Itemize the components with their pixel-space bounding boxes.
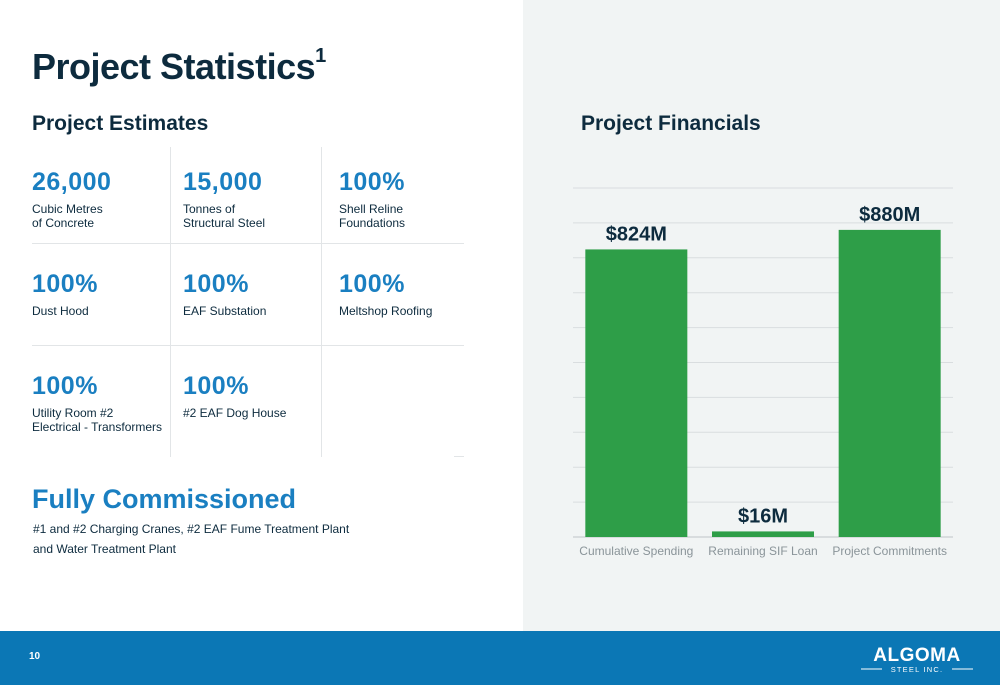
stat-structural-steel: 15,000 Tonnes of Structural Steel xyxy=(183,167,265,230)
footer: 10 ALGOMA STEEL INC. xyxy=(0,631,1000,685)
algoma-logo: ALGOMA STEEL INC. xyxy=(861,645,973,674)
stat-value: 26,000 xyxy=(32,168,112,196)
stat-shell-reline: 100% Shell Reline Foundations xyxy=(339,167,405,230)
category-label-0: Cumulative Spending xyxy=(579,544,693,558)
category-label-1: Remaining SIF Loan xyxy=(708,544,817,558)
stat-value: 100% xyxy=(339,168,405,196)
stat-utility-room: 100% Utility Room #2 Electrical - Transf… xyxy=(32,371,162,434)
bar-0 xyxy=(585,249,688,537)
stat-value: 15,000 xyxy=(183,168,263,196)
financials-chart: $824M Cumulative Spending $16M Remaining SI… xyxy=(573,187,953,558)
grid-divider xyxy=(32,243,464,244)
page-title: Project Statistics1 xyxy=(32,45,326,87)
stat-label: Utility Room #2 Electrical - Transformer… xyxy=(32,406,163,434)
stat-value: 100% xyxy=(183,372,249,400)
commissioned-text: #1 and #2 Charging Cranes, #2 EAF Fume T… xyxy=(33,522,350,556)
grid-divider xyxy=(454,456,464,457)
stat-dust-hood: 100% Dust Hood xyxy=(32,269,98,318)
grid-divider xyxy=(170,147,171,457)
bar-2 xyxy=(838,229,941,537)
stat-label: EAF Substation xyxy=(183,304,267,318)
stat-label: Meltshop Roofing xyxy=(339,304,433,318)
stat-value: 100% xyxy=(32,372,98,400)
stat-eaf-substation: 100% EAF Substation xyxy=(183,269,266,318)
stat-label: Shell Reline Foundations xyxy=(339,202,406,230)
svg-text:STEEL INC.: STEEL INC. xyxy=(891,665,944,674)
stat-value: 100% xyxy=(339,270,405,298)
stat-label: Cubic Metres of Concrete xyxy=(32,202,103,230)
grid-divider xyxy=(321,147,322,457)
estimates-heading: Project Estimates xyxy=(32,112,209,135)
stat-concrete: 26,000 Cubic Metres of Concrete xyxy=(32,167,111,230)
stat-eaf-dog-house: 100% #2 EAF Dog House xyxy=(183,371,286,420)
stat-label: Tonnes of Structural Steel xyxy=(183,202,266,230)
stat-meltshop-roofing: 100% Meltshop Roofing xyxy=(339,269,432,318)
stat-label: #2 EAF Dog House xyxy=(183,406,287,420)
title-footnote: 1 xyxy=(315,45,326,67)
stat-label: Dust Hood xyxy=(32,304,89,318)
stat-value: 100% xyxy=(32,270,98,298)
estimates-grid: 26,000 Cubic Metres of Concrete 15,000 T… xyxy=(32,147,464,457)
data-label-2: $880M xyxy=(859,204,920,226)
data-label-0: $824M xyxy=(606,223,667,245)
stat-value: 100% xyxy=(183,270,249,298)
page-number: 10 xyxy=(29,651,41,662)
financials-heading: Project Financials xyxy=(581,112,761,135)
bar-1 xyxy=(712,531,814,537)
data-label-1: $16M xyxy=(738,505,788,527)
commissioned-heading: Fully Commissioned xyxy=(32,484,297,514)
category-label-2: Project Commitments xyxy=(832,544,947,558)
grid-divider xyxy=(32,345,464,346)
svg-text:ALGOMA: ALGOMA xyxy=(873,645,960,666)
